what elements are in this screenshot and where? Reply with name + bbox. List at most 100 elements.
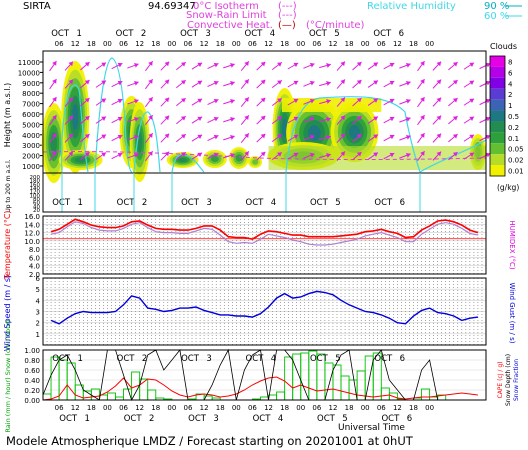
footer-text: Modele Atmospherique LMDZ / Forecast sta… (6, 434, 414, 448)
wind-frame (42, 277, 487, 346)
temp-tick-label: 2.0 (29, 271, 40, 279)
rh-contour (61, 84, 89, 173)
bottom-time-axis: 06 12 18 00 OCT 1 06 12 18 00 OCT 2 06 12 18 00 OCT 3 06 12… (55, 404, 434, 424)
wind-arrow (80, 97, 90, 107)
wind-arrow (64, 115, 74, 125)
bottom-hour-tick: 12 (329, 404, 338, 412)
wind-arrow-head (197, 116, 203, 122)
station-name: SIRTA (23, 1, 51, 12)
top-hour-tick: 06 (184, 40, 193, 48)
top-day-month: OCT (51, 29, 70, 39)
wind-arrow-head (356, 115, 362, 121)
wind-arrow-head (405, 152, 411, 158)
cbar-label: 2 (508, 91, 512, 99)
wind-arrow-head (84, 62, 90, 67)
wind-arrow-head (452, 80, 458, 85)
rain-bar (276, 391, 286, 401)
wind-panel: 6 5 4 3 2 1 (36, 275, 487, 346)
temp-tick-label: 8.0 (29, 246, 40, 254)
panel3-ylabel: Wind Speed (m / s) (3, 275, 12, 351)
wind-arrow (191, 62, 203, 70)
wind-arrow (463, 152, 475, 160)
wind-arrow (49, 78, 57, 90)
lower-height-tick-label: 20 (33, 208, 40, 214)
wind-arrow (207, 152, 219, 159)
bottom-hour-tick: 00 (167, 404, 176, 412)
rain-tick-label: 0.60 (24, 367, 40, 375)
wind-arrow (303, 80, 315, 87)
wind-arrow (256, 115, 266, 125)
legend-rh-90: 90 % (484, 1, 509, 12)
wind-arrow-head (52, 97, 57, 102)
wind-arrow (111, 62, 123, 70)
wind-arrow-head (101, 62, 106, 67)
bottom-hour-tick: 18 (151, 404, 160, 412)
top-hour-tick: 18 (280, 40, 289, 48)
wind-arrow (287, 152, 299, 160)
wind-arrow (240, 61, 250, 71)
wind-arrow (271, 61, 283, 71)
top-hour-tick: 06 (119, 40, 128, 48)
panel4-day-number: 6 (400, 354, 405, 364)
wind-arrow (144, 78, 154, 90)
wind-arrow (319, 153, 331, 159)
wind-arrow-head (213, 98, 219, 104)
wind-arrow-head (485, 116, 491, 122)
panel4-day-month: OCT (310, 354, 329, 364)
legend-rh-60: 60 % (484, 11, 509, 22)
cbar-label: 0.2 (508, 124, 519, 132)
cbar-swatch (490, 121, 505, 133)
wind-arrow-head (436, 115, 442, 121)
wind-arrow (287, 62, 299, 70)
wind-arrow (144, 114, 154, 126)
wind-arrow (448, 97, 458, 107)
bottom-day-number: 4 (278, 414, 283, 424)
panel1-day-number: 6 (400, 198, 405, 208)
wind-arrow (176, 115, 186, 125)
wind-arrow-head (326, 81, 331, 86)
rh-contour (285, 96, 421, 173)
temp-tick-label: 14.0 (24, 221, 40, 229)
wind-arrow-head (309, 98, 315, 104)
top-hour-tick: 18 (151, 40, 160, 48)
height-tick-label: 10000 (18, 69, 40, 77)
wind-arrow-head (309, 62, 315, 68)
wind-arrow-head (373, 116, 378, 121)
bottom-day-month: OCT (253, 414, 272, 424)
rain-tick-label: 0.80 (24, 357, 40, 365)
wind-arrow-head (197, 152, 203, 158)
wind-arrow (207, 80, 219, 87)
cbar-swatch (490, 99, 505, 111)
cbar-swatch (490, 56, 505, 67)
wind-arrow (352, 97, 362, 107)
wind-arrow-head (84, 116, 90, 121)
wind-arrow-head (148, 133, 153, 138)
wind-arrow (303, 134, 315, 141)
wind-arrow (303, 152, 315, 159)
wind-arrow-head (52, 151, 57, 156)
wind-arrow (432, 79, 442, 89)
top-hour-tick: 06 (55, 40, 64, 48)
wind-arrow (336, 133, 346, 143)
bottom-day-month: OCT (59, 414, 78, 424)
wind-arrow (49, 60, 57, 72)
wind-arrow-head (469, 98, 475, 104)
wind-arrow (223, 135, 235, 141)
wind-arrow (367, 62, 379, 70)
rh-contour (133, 111, 161, 173)
wind-arrow (463, 98, 475, 106)
wind-arrow-head (84, 80, 90, 85)
wind-arrow-head (213, 116, 219, 122)
top-hour-tick: 12 (200, 40, 209, 48)
wind-arrow (80, 151, 90, 161)
wind-arrow-head (117, 62, 123, 68)
cbar-frame (489, 55, 506, 177)
wind-arrow-head (389, 62, 395, 68)
panel4-day-month: OCT (246, 354, 265, 364)
legend-isotherm-sample: (---) (278, 1, 297, 12)
wind-arrow-head (84, 152, 90, 157)
wind-arrow-head (164, 133, 170, 139)
top-day-number: 1 (76, 29, 81, 39)
rain-bar (340, 375, 350, 401)
